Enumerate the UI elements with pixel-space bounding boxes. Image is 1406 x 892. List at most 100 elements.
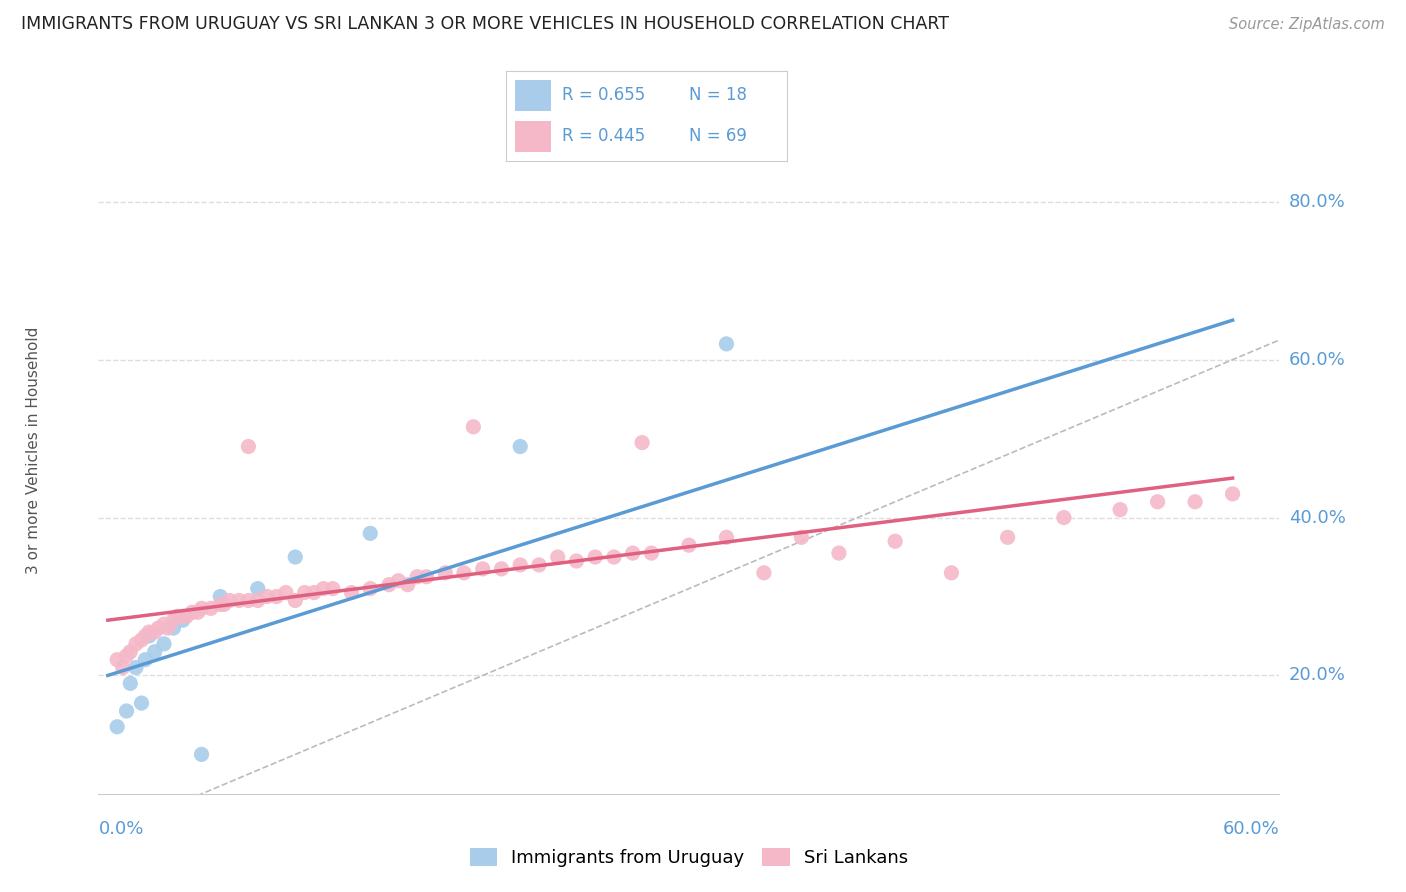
Point: [322, 582, 344, 596]
Point: [134, 629, 156, 643]
Point: [256, 590, 278, 604]
Point: [621, 546, 644, 560]
Point: [274, 585, 297, 599]
Point: [284, 593, 307, 607]
Text: R = 0.445: R = 0.445: [562, 128, 645, 145]
Point: [166, 609, 188, 624]
Point: [941, 566, 963, 580]
Point: [187, 605, 209, 619]
Point: [284, 549, 307, 564]
Point: [527, 558, 550, 572]
Point: [143, 625, 166, 640]
Text: 40.0%: 40.0%: [1289, 508, 1346, 526]
Text: N = 18: N = 18: [689, 87, 747, 104]
Point: [181, 605, 204, 619]
Point: [716, 337, 738, 351]
Point: [153, 637, 176, 651]
Point: [143, 645, 166, 659]
Point: [148, 621, 170, 635]
Text: IMMIGRANTS FROM URUGUAY VS SRI LANKAN 3 OR MORE VEHICLES IN HOUSEHOLD CORRELATIO: IMMIGRANTS FROM URUGUAY VS SRI LANKAN 3 …: [21, 14, 949, 32]
Point: [828, 546, 851, 560]
Point: [209, 598, 232, 612]
Point: [716, 530, 738, 544]
Point: [453, 566, 475, 580]
Point: [631, 435, 654, 450]
Point: [678, 538, 700, 552]
Point: [238, 593, 260, 607]
Point: [246, 593, 269, 607]
Point: [134, 653, 156, 667]
Point: [246, 582, 269, 596]
Point: [172, 613, 194, 627]
Point: [153, 617, 176, 632]
Point: [509, 558, 531, 572]
Point: [209, 590, 232, 604]
Text: N = 69: N = 69: [689, 128, 747, 145]
Point: [1222, 487, 1244, 501]
Point: [294, 585, 316, 599]
Point: [603, 549, 626, 564]
Point: [312, 582, 335, 596]
Point: [228, 593, 250, 607]
Point: [125, 637, 148, 651]
Point: [406, 570, 429, 584]
Point: [105, 720, 128, 734]
Point: [120, 645, 142, 659]
Text: Source: ZipAtlas.com: Source: ZipAtlas.com: [1229, 17, 1385, 31]
Point: [790, 530, 813, 544]
Point: [396, 577, 419, 591]
Point: [105, 653, 128, 667]
Point: [640, 546, 662, 560]
Text: 60.0%: 60.0%: [1223, 820, 1279, 838]
Point: [190, 601, 212, 615]
Legend: Immigrants from Uruguay, Sri Lankans: Immigrants from Uruguay, Sri Lankans: [470, 848, 908, 867]
Point: [340, 585, 363, 599]
Bar: [515, 80, 551, 111]
Point: [547, 549, 569, 564]
Point: [156, 621, 179, 635]
Point: [583, 549, 606, 564]
Text: 3 or more Vehicles in Household: 3 or more Vehicles in Household: [25, 326, 41, 574]
Point: [266, 590, 288, 604]
Point: [172, 609, 194, 624]
Point: [302, 585, 325, 599]
Text: R = 0.655: R = 0.655: [562, 87, 645, 104]
Point: [176, 609, 198, 624]
Point: [491, 562, 513, 576]
Point: [359, 582, 381, 596]
Point: [1184, 495, 1206, 509]
Point: [115, 648, 138, 663]
Point: [1146, 495, 1168, 509]
Point: [238, 440, 260, 454]
Point: [212, 598, 235, 612]
Point: [471, 562, 494, 576]
Point: [378, 577, 401, 591]
Point: [565, 554, 588, 568]
Point: [1053, 510, 1076, 524]
Point: [359, 526, 381, 541]
Bar: [515, 121, 551, 152]
Point: [115, 704, 138, 718]
Point: [1109, 502, 1132, 516]
Point: [162, 613, 184, 627]
Point: [131, 696, 153, 710]
Point: [218, 593, 240, 607]
Point: [125, 660, 148, 674]
Point: [997, 530, 1019, 544]
Text: 80.0%: 80.0%: [1289, 193, 1346, 211]
Point: [752, 566, 775, 580]
Point: [138, 629, 160, 643]
Point: [162, 621, 184, 635]
Point: [509, 440, 531, 454]
Point: [111, 660, 134, 674]
Point: [387, 574, 409, 588]
Point: [138, 625, 160, 640]
Text: 0.0%: 0.0%: [98, 820, 143, 838]
Text: 20.0%: 20.0%: [1289, 666, 1346, 684]
Point: [415, 570, 437, 584]
Point: [200, 601, 222, 615]
Point: [434, 566, 457, 580]
Point: [120, 676, 142, 690]
Point: [463, 419, 485, 434]
Text: 60.0%: 60.0%: [1289, 351, 1346, 368]
